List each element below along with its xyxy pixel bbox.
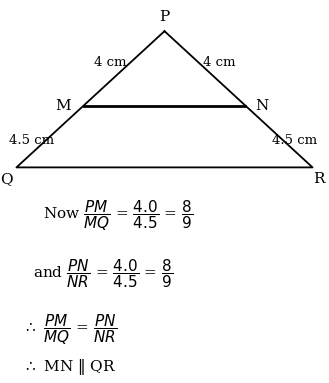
Text: $\therefore$ MN $\|$ QR: $\therefore$ MN $\|$ QR (23, 357, 116, 377)
Text: Now $\dfrac{PM}{MQ}$ = $\dfrac{4.0}{4.5}$ = $\dfrac{8}{9}$: Now $\dfrac{PM}{MQ}$ = $\dfrac{4.0}{4.5}… (43, 198, 193, 233)
Text: and $\dfrac{PN}{NR}$ = $\dfrac{4.0}{4.5}$ = $\dfrac{8}{9}$: and $\dfrac{PN}{NR}$ = $\dfrac{4.0}{4.5}… (33, 257, 173, 290)
Text: P: P (159, 10, 170, 24)
Text: M: M (55, 99, 71, 113)
Text: Q: Q (0, 172, 13, 186)
Text: 4 cm: 4 cm (94, 56, 126, 69)
Text: 4.5 cm: 4.5 cm (9, 134, 54, 147)
Text: $\therefore$ $\dfrac{PM}{MQ}$ = $\dfrac{PN}{NR}$: $\therefore$ $\dfrac{PM}{MQ}$ = $\dfrac{… (23, 312, 117, 347)
Text: 4 cm: 4 cm (203, 56, 235, 69)
Text: 4.5 cm: 4.5 cm (272, 134, 317, 147)
Text: R: R (314, 172, 325, 186)
Text: N: N (255, 99, 268, 113)
